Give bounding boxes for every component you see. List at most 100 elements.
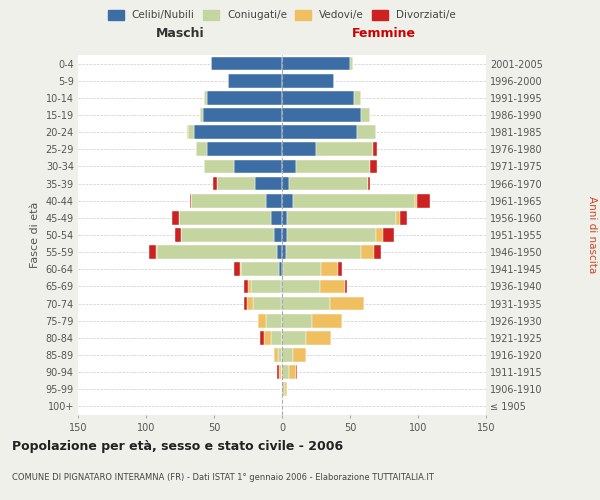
Text: Femmine: Femmine [352,27,416,40]
Bar [282,331,307,344]
Bar [205,160,235,173]
Bar [235,262,240,276]
Bar [244,296,247,310]
Bar [383,228,394,242]
Bar [281,280,282,293]
Bar [368,176,370,190]
Bar [282,211,287,224]
Bar [282,91,354,104]
Bar [296,366,297,379]
Bar [188,126,194,139]
Bar [281,296,282,310]
Bar [282,126,357,139]
Bar [396,211,400,224]
Bar [207,91,282,104]
Bar [194,126,282,139]
Bar [172,211,179,224]
Bar [283,262,322,276]
Text: Popolazione per età, sesso e stato civile - 2006: Popolazione per età, sesso e stato civil… [12,440,343,453]
Bar [211,56,282,70]
Bar [282,348,293,362]
Bar [277,366,279,379]
Bar [320,280,344,293]
Bar [274,228,282,242]
Bar [200,108,203,122]
Bar [279,366,281,379]
Bar [240,262,241,276]
Bar [374,246,381,259]
Bar [190,194,191,207]
Bar [282,194,293,207]
Bar [373,142,377,156]
Bar [235,160,282,173]
Bar [207,142,282,156]
Bar [282,366,289,379]
Bar [279,262,282,276]
Bar [282,108,361,122]
Bar [285,382,287,396]
Bar [155,246,157,259]
Bar [400,211,407,224]
Bar [271,331,282,344]
Bar [286,246,361,259]
Bar [287,228,376,242]
Bar [282,142,316,156]
Bar [293,194,415,207]
Bar [248,280,251,293]
Bar [376,228,383,242]
Bar [289,176,368,190]
Bar [287,211,396,224]
Bar [316,142,373,156]
Bar [274,348,278,362]
Bar [251,280,281,293]
Bar [344,280,347,293]
Bar [266,194,282,207]
Bar [175,228,181,242]
Bar [179,211,271,224]
Bar [361,108,370,122]
Bar [416,194,430,207]
Text: Maschi: Maschi [155,27,205,40]
Bar [253,296,281,310]
Bar [241,262,279,276]
Bar [282,176,289,190]
Bar [247,296,253,310]
Bar [282,56,350,70]
Bar [350,56,353,70]
Bar [265,331,271,344]
Bar [282,314,312,328]
Bar [282,228,287,242]
Bar [282,382,285,396]
Bar [196,142,207,156]
Legend: Celibi/Nubili, Coniugati/e, Vedovi/e, Divorziati/e: Celibi/Nubili, Coniugati/e, Vedovi/e, Di… [108,10,456,20]
Bar [149,246,155,259]
Bar [338,262,342,276]
Bar [354,91,361,104]
Bar [212,176,217,190]
Bar [266,314,282,328]
Bar [415,194,416,207]
Bar [191,194,266,207]
Bar [181,228,274,242]
Bar [187,126,188,139]
Bar [255,176,282,190]
Bar [282,296,329,310]
Bar [312,314,342,328]
Y-axis label: Fasce di età: Fasce di età [30,202,40,268]
Bar [293,348,307,362]
Bar [205,91,207,104]
Text: Anni di nascita: Anni di nascita [587,196,597,274]
Bar [329,296,364,310]
Bar [296,160,370,173]
Bar [282,280,320,293]
Bar [257,314,266,328]
Bar [157,246,277,259]
Bar [307,331,331,344]
Bar [244,280,248,293]
Bar [282,74,334,88]
Bar [203,108,282,122]
Bar [282,246,286,259]
Bar [361,246,374,259]
Bar [277,246,282,259]
Bar [227,74,282,88]
